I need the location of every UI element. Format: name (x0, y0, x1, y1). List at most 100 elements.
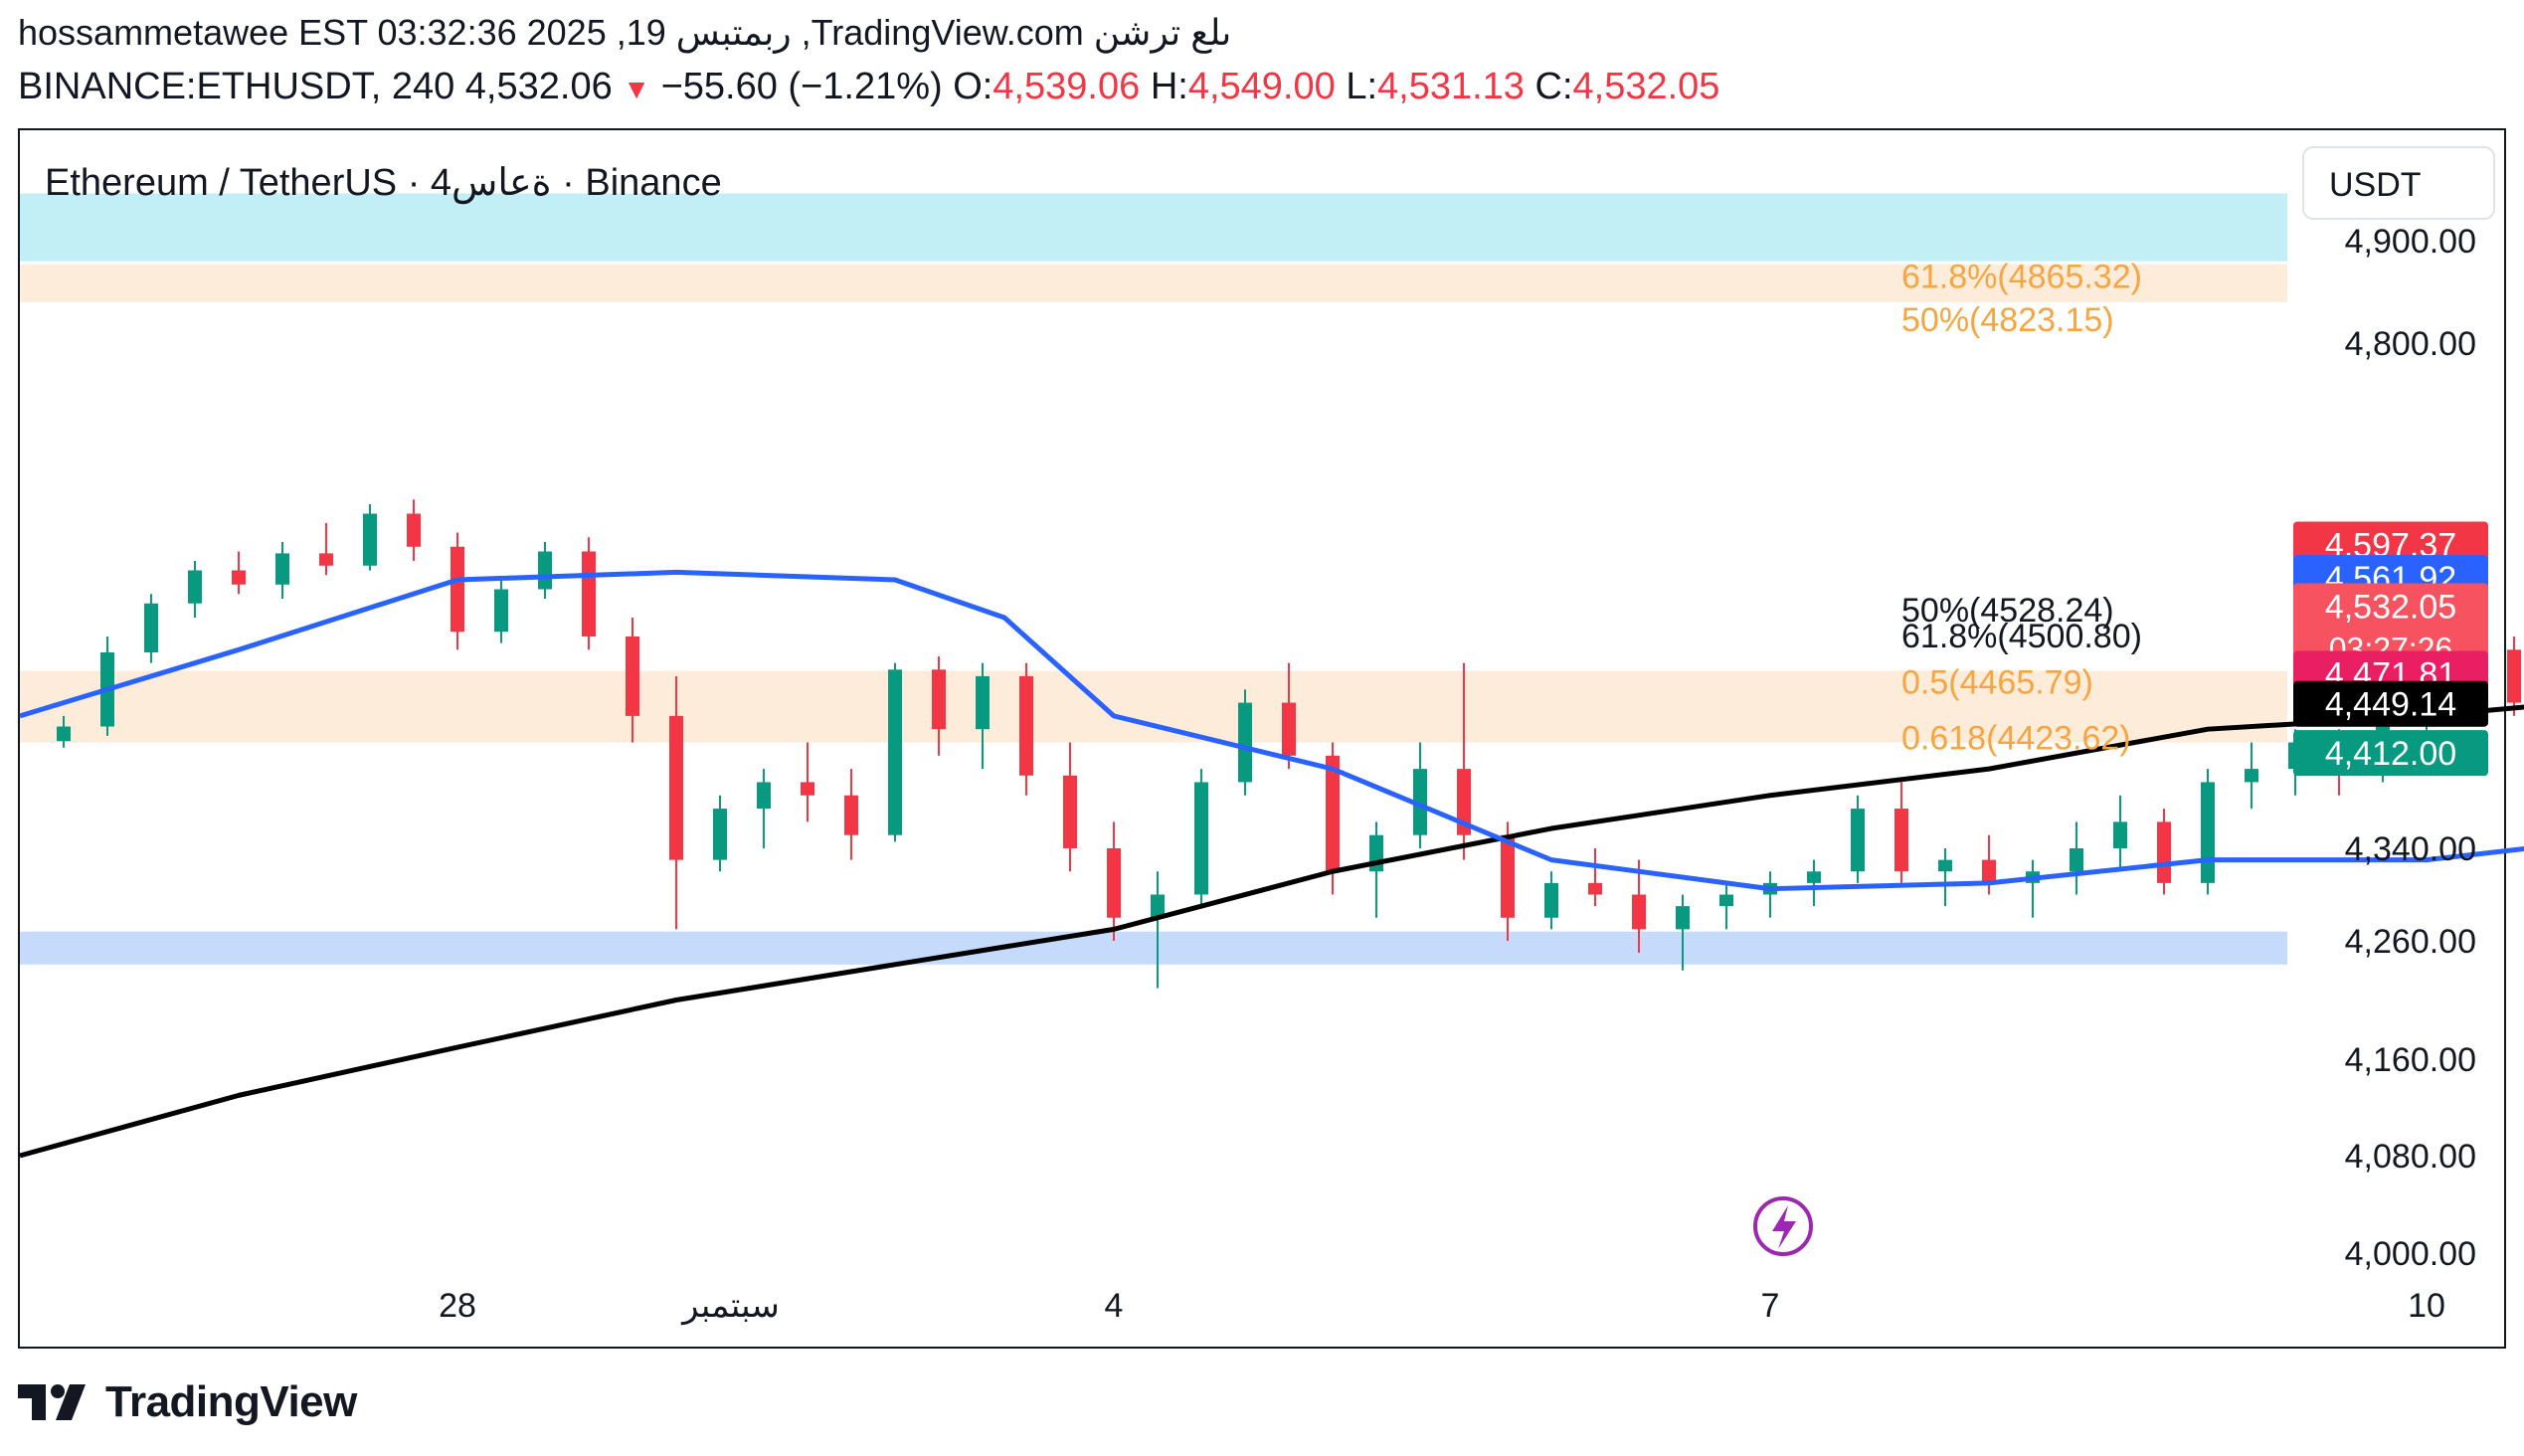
candle-body-33 (1501, 834, 1515, 918)
y-tick-label-4: 4,340.00 (2345, 830, 2476, 868)
last-price: 4,532.06 (464, 66, 613, 107)
candle-body-42 (1894, 809, 1908, 872)
tradingview-logo[interactable]: TradingView (18, 1374, 357, 1430)
zone-2 (20, 670, 2287, 743)
zone-3 (20, 931, 2287, 965)
fib-labels-layer: 61.8%(4865.32) 50%(4823.15) 50%(4528.24)61… (1901, 259, 2142, 758)
x-tick-label-2: 4 (1105, 1287, 1124, 1325)
publish-info: hossammetawee EST 03:32:36 2025 ,19 ربمت… (18, 12, 1232, 53)
candle-body-20 (932, 669, 946, 730)
candle-body-50 (2245, 769, 2258, 783)
y-tick-label-0: 4,000.00 (2345, 1235, 2476, 1273)
candle-body-9 (451, 546, 464, 633)
candle-body-28 (1282, 702, 1296, 756)
candle-body-24 (1107, 848, 1121, 918)
down-triangle-icon: ▼ (623, 74, 650, 104)
price-badge-4 (2293, 680, 2488, 727)
candle-body-12 (582, 551, 596, 637)
candle-body-4 (232, 570, 246, 585)
tradingview-logo-text: TradingView (105, 1377, 357, 1426)
candle-body-17 (801, 782, 814, 796)
candle-body-0 (57, 726, 71, 742)
high-label: H: (1150, 66, 1188, 107)
candle-body-41 (1851, 809, 1865, 872)
zone-0 (20, 193, 2287, 262)
symbol-name[interactable]: BINANCE:ETHUSDT, 240 (18, 66, 455, 107)
fib-label-4: 0.5(4465.79) (1901, 664, 2093, 702)
y-tick-label-2: 4,160.00 (2345, 1041, 2476, 1079)
candle-body-32 (1457, 769, 1471, 835)
chart-title: Ethereum / TetherUS · 4ةعاس · Binance (45, 162, 722, 205)
y-tick-label-5: 4,800.00 (2345, 325, 2476, 363)
price-change: −55.60 (−1.21%) (660, 66, 943, 107)
candle-body-35 (1588, 882, 1602, 895)
x-tick-label-1: سبتمبر (680, 1287, 780, 1326)
candle-body-44 (1982, 859, 1996, 883)
candle-body-38 (1719, 894, 1733, 907)
candle-body-11 (538, 551, 552, 590)
candle-body-48 (2157, 821, 2171, 883)
candle-body-25 (1151, 894, 1165, 918)
high-value: 4,549.00 (1187, 66, 1336, 107)
candle-body-49 (2201, 782, 2215, 883)
currency-label: USDT (2329, 166, 2422, 204)
close-label: C: (1534, 66, 1573, 107)
zones-layer (20, 193, 2287, 965)
candle-body-26 (1194, 782, 1208, 895)
price-axis[interactable]: 4,000.00 4,080.00 4,160.00 4,260.00 4,340.00… (2345, 223, 2476, 1273)
candle-body-13 (626, 637, 639, 716)
moving-averages-layer (19, 569, 2524, 1159)
tradingview-logo-icon (18, 1384, 86, 1420)
candle-body-16 (757, 782, 771, 810)
open-label: O: (953, 66, 993, 107)
candle-body-7 (363, 513, 377, 566)
chart-frame (18, 128, 2506, 1349)
x-tick-label-4: 10 (2408, 1287, 2445, 1325)
y-tick-label-3: 4,260.00 (2345, 923, 2476, 961)
lightning-icon[interactable] (1753, 1196, 1813, 1256)
candle-body-19 (888, 669, 902, 835)
candle-body-21 (976, 675, 990, 730)
candle-body-46 (2070, 848, 2083, 872)
candle-body-15 (713, 809, 727, 860)
candle-body-34 (1544, 882, 1558, 918)
fib-label-3: 61.8%(4500.80) (1901, 618, 2142, 655)
time-axis[interactable]: 28سبتمبر47101316192225 (439, 1287, 2524, 1326)
fib-label-1: 50%(4823.15) (1901, 301, 2114, 339)
price-badges-layer: 4,597.374,561.924,532.0503:27:264,471.81… (2293, 521, 2488, 777)
symbol-legend: BINANCE:ETHUSDT, 240 4,532.06 ▼ −55.60 (… (18, 66, 1719, 108)
candle-body-37 (1676, 906, 1690, 930)
candle-body-3 (188, 570, 202, 604)
x-tick-label-0: 28 (439, 1287, 476, 1325)
fib-label-0: 61.8%(4865.32) (1901, 259, 2142, 296)
sma-blue-line (19, 569, 2524, 892)
currency-box[interactable] (2302, 146, 2495, 220)
candle-body-14 (669, 715, 683, 860)
sma-black-line (19, 704, 2524, 1159)
price-badge-label-5: 4,412.00 (2325, 735, 2456, 773)
fib-label-2: 50%(4528.24) (1901, 592, 2114, 630)
close-value: 4,532.05 (1572, 66, 1720, 107)
x-tick-label-3: 7 (1761, 1287, 1780, 1325)
candle-body-36 (1632, 894, 1646, 930)
low-label: L: (1346, 66, 1378, 107)
y-tick-label-6: 4,900.00 (2345, 223, 2476, 261)
candle-body-6 (319, 553, 333, 566)
candle-body-47 (2113, 821, 2127, 848)
price-badge-label-4: 4,449.14 (2325, 686, 2456, 724)
candle-body-29 (1326, 755, 1340, 872)
candle-body-18 (844, 795, 858, 835)
candle-body-27 (1238, 702, 1252, 783)
candles-layer (57, 499, 2521, 989)
open-value: 4,539.06 (992, 66, 1141, 107)
candle-body-8 (407, 513, 421, 547)
price-badge-2 (2293, 583, 2488, 671)
candle-body-10 (494, 589, 508, 633)
candle-body-5 (275, 553, 289, 585)
price-badge-5 (2293, 730, 2488, 777)
candle-body-43 (1938, 859, 1952, 872)
price-badge-label-2: 4,532.05 (2325, 589, 2456, 627)
low-value: 4,531.13 (1377, 66, 1525, 107)
candle-body-56 (2507, 649, 2521, 703)
